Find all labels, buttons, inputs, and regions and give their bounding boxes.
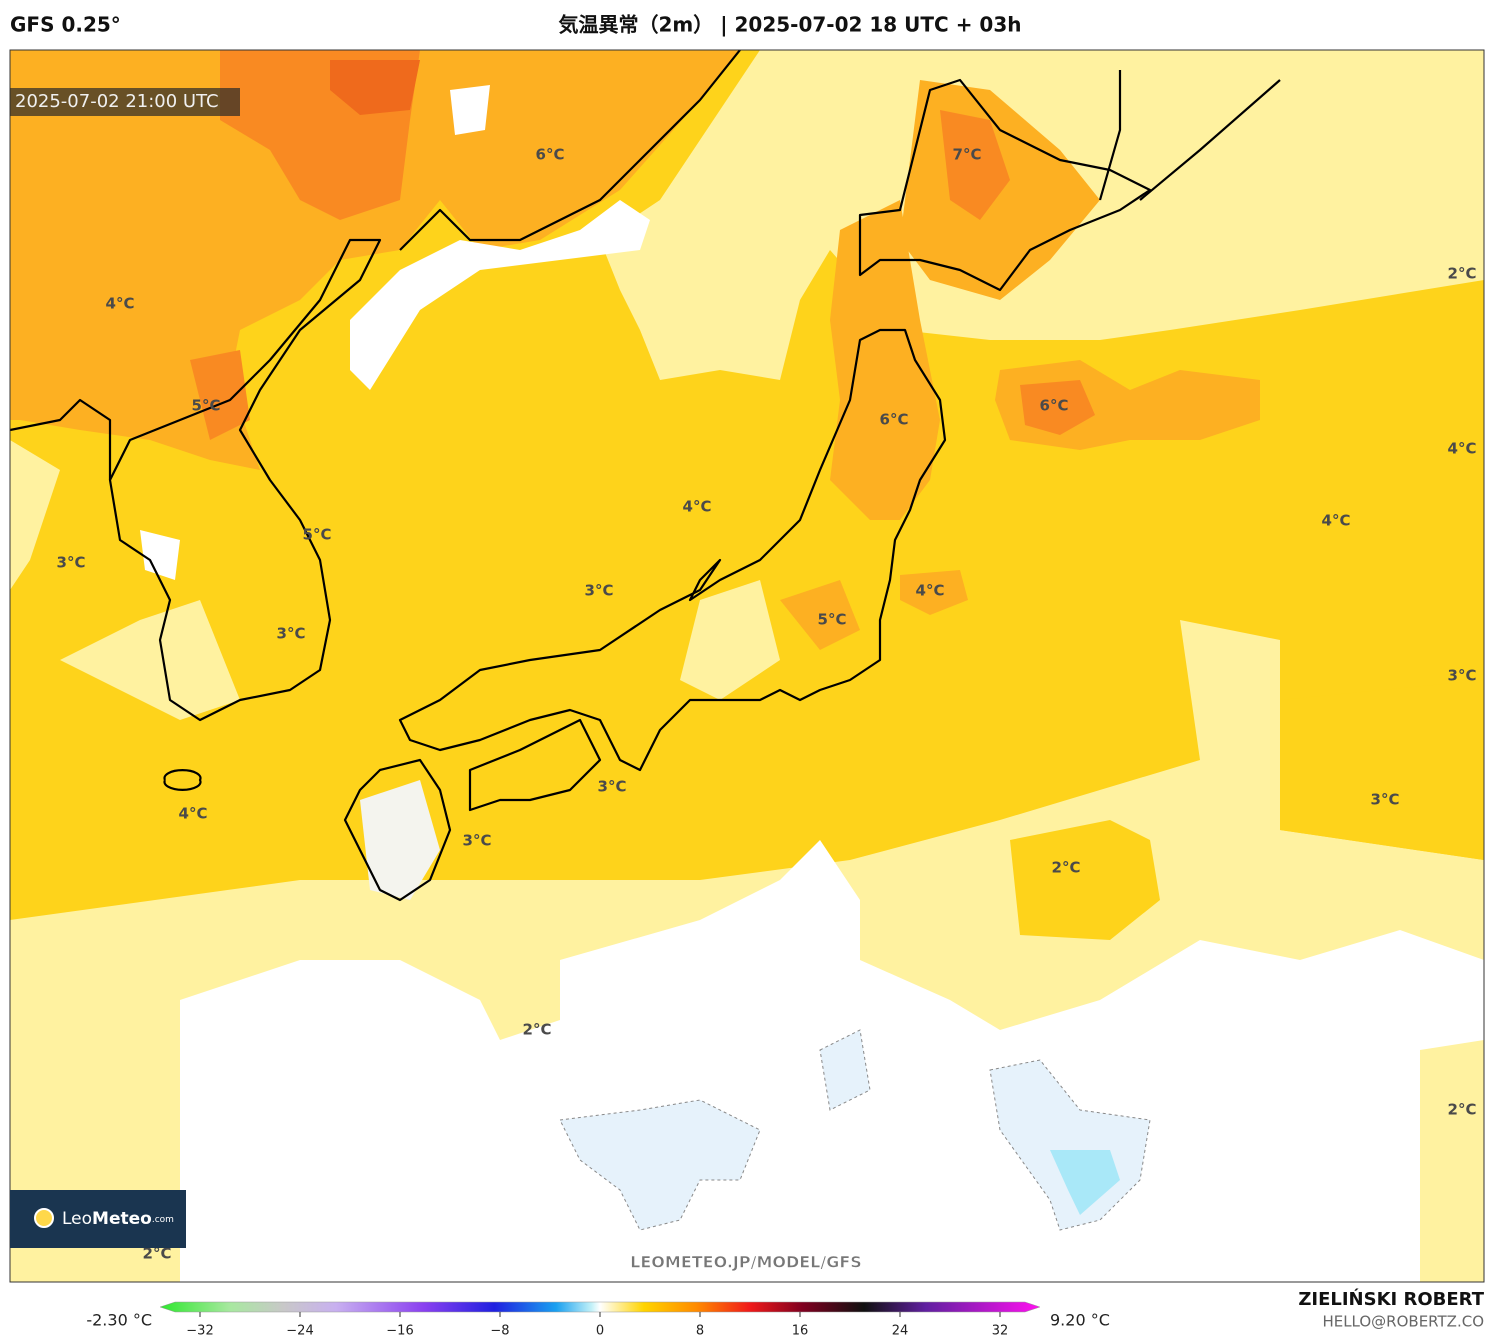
model-name: GFS 0.25° — [10, 13, 121, 37]
email: HELLO@ROBERTZ.CO — [1322, 1313, 1484, 1331]
contour-label: 5°C — [303, 526, 332, 544]
logo-sun — [34, 1208, 54, 1228]
colorbar-min: -2.30 °C — [86, 1311, 152, 1330]
colorbar-tick-label: −16 — [386, 1324, 413, 1339]
logo-suffix: .com — [152, 1215, 174, 1225]
contour-label: 4°C — [106, 295, 135, 313]
contour-label: 4°C — [683, 498, 712, 516]
contour-label: 3°C — [463, 832, 492, 850]
contour-label: 4°C — [916, 582, 945, 600]
watermark: LEOMETEO.JP/MODEL/GFS — [630, 1253, 862, 1272]
contour-label: 2°C — [143, 1245, 172, 1263]
colorbar-tick-label: 8 — [696, 1324, 704, 1339]
map: 6°C 7°C 4°C 2°C 6°C 5°C 6°C 4°C 4°C 4°C 5°C 3°C 3°C 4… — [10, 50, 1484, 1282]
contour-label: 6°C — [1040, 397, 1069, 415]
author: ZIELIŃSKI ROBERT — [1298, 1288, 1484, 1310]
contour-label: 3°C — [1371, 791, 1400, 809]
logo-bold: Meteo — [92, 1209, 152, 1229]
colorbar-tick-label: 16 — [792, 1324, 809, 1339]
contour-label: 3°C — [585, 582, 614, 600]
colorbar-tick-label: 24 — [892, 1324, 909, 1339]
contour-label: 4°C — [179, 805, 208, 823]
contour-label: 3°C — [1448, 667, 1477, 685]
valid-time-box — [10, 88, 240, 116]
contour-label: 3°C — [57, 554, 86, 572]
contour-label: 2°C — [1448, 1101, 1477, 1119]
contour-label: 5°C — [192, 397, 221, 415]
colorbar-max: 9.20 °C — [1050, 1311, 1110, 1330]
contour-label: 2°C — [523, 1021, 552, 1039]
contour-label: 2°C — [1052, 859, 1081, 877]
colorbar-tick-label: −8 — [490, 1324, 509, 1339]
contour-labels: 6°C 7°C 4°C 2°C 6°C 5°C 6°C 4°C 4°C 4°C 5°C 3°C 3°C 4… — [57, 146, 1477, 1263]
logo-light: Leo — [62, 1209, 92, 1229]
contour-label: 6°C — [536, 146, 565, 164]
contour-label: 2°C — [1448, 265, 1477, 283]
logo-text: LeoMeteo.com — [62, 1209, 174, 1229]
colorbar-tick-label: 32 — [992, 1324, 1009, 1339]
colorbar-tick-label: −32 — [186, 1324, 213, 1339]
contour-label: 3°C — [598, 778, 627, 796]
colorbar-ticks: −32 −24 −16 −8 0 8 16 24 32 — [186, 1312, 1008, 1339]
contour-label: 7°C — [953, 146, 982, 164]
colorbar-tick-label: −24 — [286, 1324, 313, 1339]
contour-label: 4°C — [1322, 512, 1351, 530]
contour-label: 4°C — [1448, 440, 1477, 458]
chart-title: 気温異常（2m） | 2025-07-02 18 UTC + 03h — [559, 13, 1022, 37]
contour-label: 3°C — [277, 625, 306, 643]
colorbar — [159, 1301, 1041, 1313]
valid-time: 2025-07-02 21:00 UTC — [15, 91, 219, 112]
map-frame — [9, 49, 1485, 1283]
contour-label: 5°C — [818, 611, 847, 629]
colorbar-tick-label: 0 — [596, 1324, 604, 1339]
contour-label: 6°C — [880, 411, 909, 429]
